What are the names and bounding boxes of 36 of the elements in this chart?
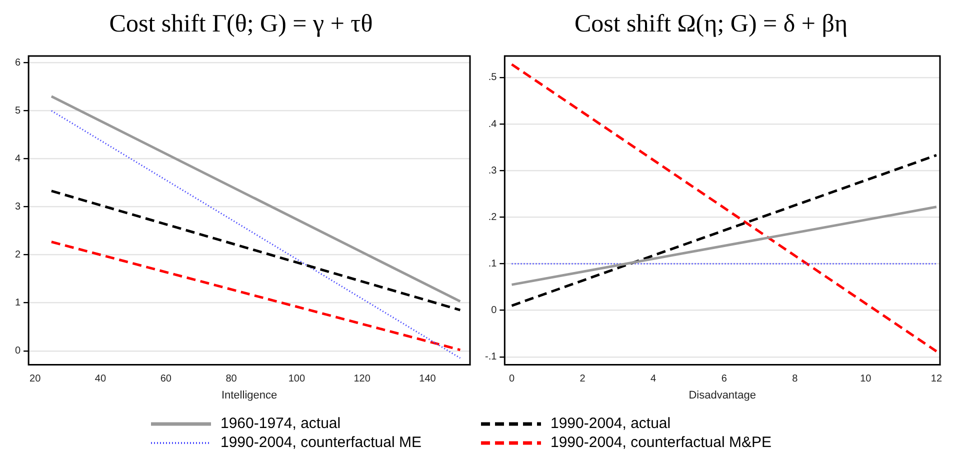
chart-title: Cost shift Ω(η; G) = δ + βη xyxy=(574,10,848,38)
y-tick-label: .1 xyxy=(488,258,498,270)
x-tick-label: 2 xyxy=(580,374,586,385)
x-tick-label: 8 xyxy=(792,374,798,385)
y-tick-label: .3 xyxy=(488,165,498,176)
legend-label: 1990-2004, counterfactual M&PE xyxy=(550,434,772,451)
x-tick-label: 0 xyxy=(508,374,515,385)
x-tick-label: 80 xyxy=(226,374,238,385)
x-axis-title: Intelligence xyxy=(221,389,278,402)
x-tick-label: 20 xyxy=(30,374,42,385)
legend-label: 1990-2004, counterfactual ME xyxy=(220,434,422,451)
y-tick-label: .5 xyxy=(488,72,498,84)
x-tick-label: 10 xyxy=(860,374,872,385)
chart-title: Cost shift Γ(θ; G) = γ + τθ xyxy=(109,10,373,38)
y-tick-label: 5 xyxy=(15,106,21,116)
y-tick-label: 1 xyxy=(15,298,21,309)
x-tick-label: 140 xyxy=(419,374,436,385)
y-tick-label: 3 xyxy=(15,202,21,213)
x-tick-label: 40 xyxy=(94,374,106,385)
y-tick-label: .4 xyxy=(488,118,498,130)
x-tick-label: 100 xyxy=(288,374,306,385)
legend-label: 1990-2004, actual xyxy=(550,415,671,432)
y-tick-label: 0 xyxy=(15,346,21,357)
x-axis-title: Disadvantage xyxy=(688,389,756,402)
y-tick-label: 6 xyxy=(15,57,21,68)
legend-label: 1960-1974, actual xyxy=(220,415,341,432)
x-tick-label: 60 xyxy=(160,374,172,385)
x-tick-label: 4 xyxy=(650,374,657,385)
y-tick-label: -.1 xyxy=(485,352,498,363)
x-tick-label: 6 xyxy=(721,374,728,385)
y-tick-label: .2 xyxy=(488,212,498,223)
x-tick-label: 120 xyxy=(354,374,371,385)
y-tick-label: 4 xyxy=(15,154,21,165)
x-tick-label: 12 xyxy=(930,374,942,385)
y-tick-label: 2 xyxy=(15,250,21,261)
y-tick-label: 0 xyxy=(491,305,498,316)
